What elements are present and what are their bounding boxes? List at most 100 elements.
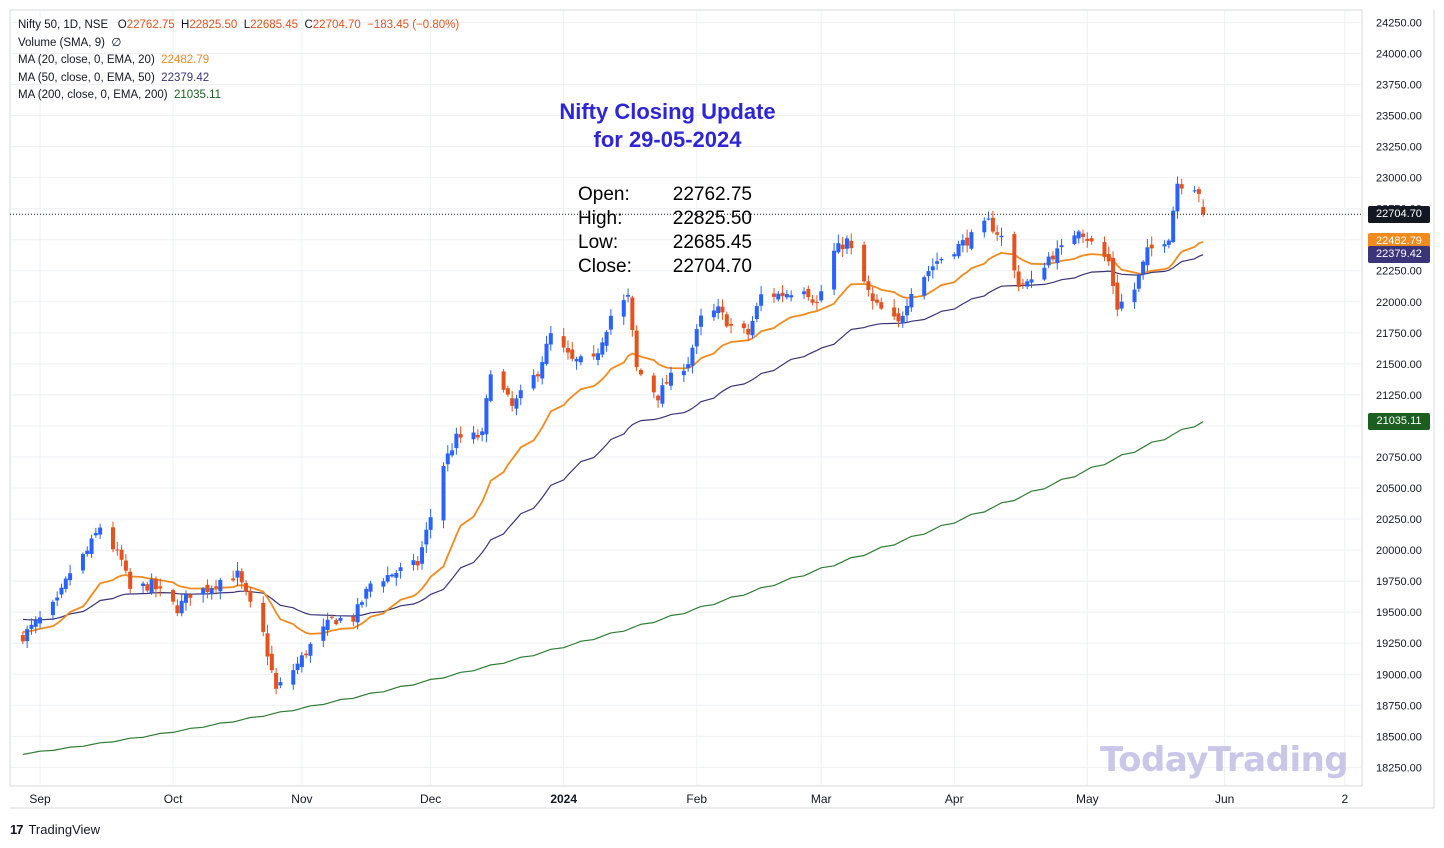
x-tick-label: 2 [1341,792,1348,806]
candle-body [926,271,931,277]
candle-body [578,356,583,363]
candle-body [329,616,334,618]
candle-body [570,349,575,359]
candle-body [188,594,193,598]
candle-body [952,254,957,257]
legend-ma200-row[interactable]: MA (200, close, 0, EMA, 200) 21035.11 [18,87,459,105]
candle-body [63,578,68,589]
y-tick-label: 19000.00 [1376,669,1422,681]
candle-body [660,385,665,404]
candle-body [441,466,446,521]
hidden-eye-icon[interactable]: ∅ [111,36,122,49]
candle-body [596,353,601,360]
y-tick-label: 19250.00 [1376,638,1422,650]
tradingview-brand[interactable]: 17 TradingView [10,822,100,837]
candle-body [651,375,656,393]
candles-layer [20,176,1206,695]
candle-body [291,670,296,685]
candle-body [540,362,545,379]
candle-body [711,310,716,318]
x-tick-label: Mar [811,792,832,806]
candle-body [548,333,553,345]
open-value: 22762.75 [672,184,752,205]
candle-body [1119,301,1124,309]
ma20-layer [22,240,1204,635]
legend-volume-row[interactable]: Volume (SMA, 9) ∅ [18,35,459,53]
candle-body [261,602,266,632]
candle-body [20,635,25,642]
candle-body [450,450,455,456]
candle-body [501,371,506,390]
candle-body [600,342,605,355]
candle-body [1072,235,1077,244]
candle-body [780,292,785,297]
candle-body [38,617,43,624]
candle-body [930,266,935,271]
legend-ma50-row[interactable]: MA (50, close, 0, EMA, 50) 22379.42 [18,70,459,88]
legend-low-value: 22685.45 [250,19,299,31]
candle-body [832,250,837,290]
legend-ma20-row[interactable]: MA (20, close, 0, EMA, 20) 22482.79 [18,52,459,70]
candle-body [574,358,579,362]
candle-body [505,388,510,395]
candle-body [1166,240,1171,245]
candle-body [750,321,755,336]
legend-high-value: 22825.50 [189,19,238,31]
candle-body [415,560,420,566]
candle-body [274,673,279,689]
candle-body [218,579,223,592]
candle-body [308,643,313,656]
candle-body [514,398,519,409]
legend-change: −183.45 (−0.80%) [367,19,460,31]
x-tick-label: May [1076,792,1099,806]
candle-body [115,549,120,551]
candle-body [819,291,824,301]
ohlc-open-row: Open: 22762.75 [578,183,752,207]
candle-body [874,299,879,303]
candle-body [862,244,867,282]
candle-body [1192,190,1197,192]
candle-body [535,374,540,377]
last-price-label: 22704.70 [1368,205,1430,223]
candle-body [265,633,270,657]
candle-body [381,581,386,587]
ma200-price-label: 21035.11 [1368,413,1430,431]
candle-body [1145,247,1150,266]
ma20-value: 22482.79 [161,54,210,66]
high-value: 22825.50 [672,208,752,229]
candle-body [59,587,64,595]
candle-body [355,604,360,623]
candle-body [411,560,416,566]
candle-body [668,372,673,386]
candle-body [321,626,326,641]
candle-body [269,653,274,671]
candle-body [849,240,854,249]
legend-symbol-row[interactable]: Nifty 50, 1D, NSE O22762.75 H22825.50 L2… [18,17,459,35]
candle-body [1149,244,1154,249]
candle-body [398,567,403,572]
candle-body [1050,255,1055,260]
x-tick-label: Sep [29,792,51,806]
y-tick-label: 22000.00 [1376,297,1422,309]
candle-body [1196,189,1201,194]
candle-body [531,375,536,389]
candle-body [699,315,704,327]
candle-body [1029,279,1034,283]
candle-body [802,291,807,295]
candle-body [771,293,776,297]
ma50-label: MA (50, close, 0, EMA, 50) [18,71,155,84]
candle-body [1081,233,1086,237]
candle-body [484,398,489,435]
candle-body [784,294,789,298]
candle-body [389,574,394,577]
candle-body [1042,267,1047,280]
close-letter: C [304,19,313,31]
candle-body [1179,184,1184,189]
candle-body [1059,245,1064,248]
candle-body [922,277,927,296]
ma50-line [22,254,1204,621]
candle-body [866,281,871,291]
ma200-layer [22,421,1204,755]
candle-body [1162,244,1167,247]
